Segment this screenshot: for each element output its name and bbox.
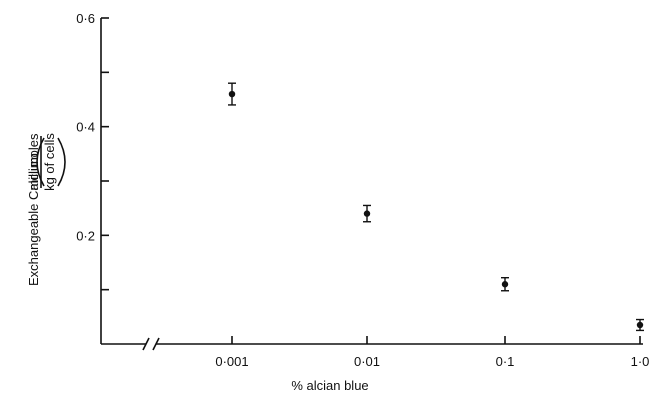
y-axis-label-numerator: millimoles xyxy=(26,133,41,191)
x-axis-title: % alcian blue xyxy=(291,378,368,393)
y-tick-label: 0·6 xyxy=(76,11,95,26)
data-point-group xyxy=(636,318,644,332)
x-tick-label: 1·0 xyxy=(631,354,650,369)
y-axis-label-main: Exchangeable Calcium xyxy=(26,153,41,286)
data-point xyxy=(501,281,509,288)
y-axis-label-denominator: kg of cells xyxy=(42,133,57,191)
y-ticks: 0·2 0·4 0·6 xyxy=(76,11,109,291)
x-ticks: 0·001 0·01 0·1 1·0 xyxy=(215,336,649,369)
x-tick-label: 0·01 xyxy=(354,354,380,369)
x-tick-label: 0·001 xyxy=(215,354,248,369)
y-axis-label-open-paren xyxy=(36,137,45,187)
axis-break-mark-left xyxy=(142,337,150,351)
x-tick-label: 0·1 xyxy=(496,354,515,369)
data-point-group xyxy=(228,82,236,106)
data-point xyxy=(363,210,371,217)
y-axis-label-close-paren xyxy=(57,137,66,187)
data-point xyxy=(228,90,236,98)
data-point-group xyxy=(363,204,371,223)
data-point-group xyxy=(501,277,509,292)
axes xyxy=(100,18,643,351)
y-axis-title: Exchangeable Calcium millimoles kg of ce… xyxy=(26,133,66,286)
axis-break-mark-right xyxy=(152,337,160,351)
y-tick-label: 0·2 xyxy=(76,228,95,243)
data-points xyxy=(228,82,644,332)
data-point xyxy=(636,321,644,329)
y-tick-label: 0·4 xyxy=(76,120,95,135)
